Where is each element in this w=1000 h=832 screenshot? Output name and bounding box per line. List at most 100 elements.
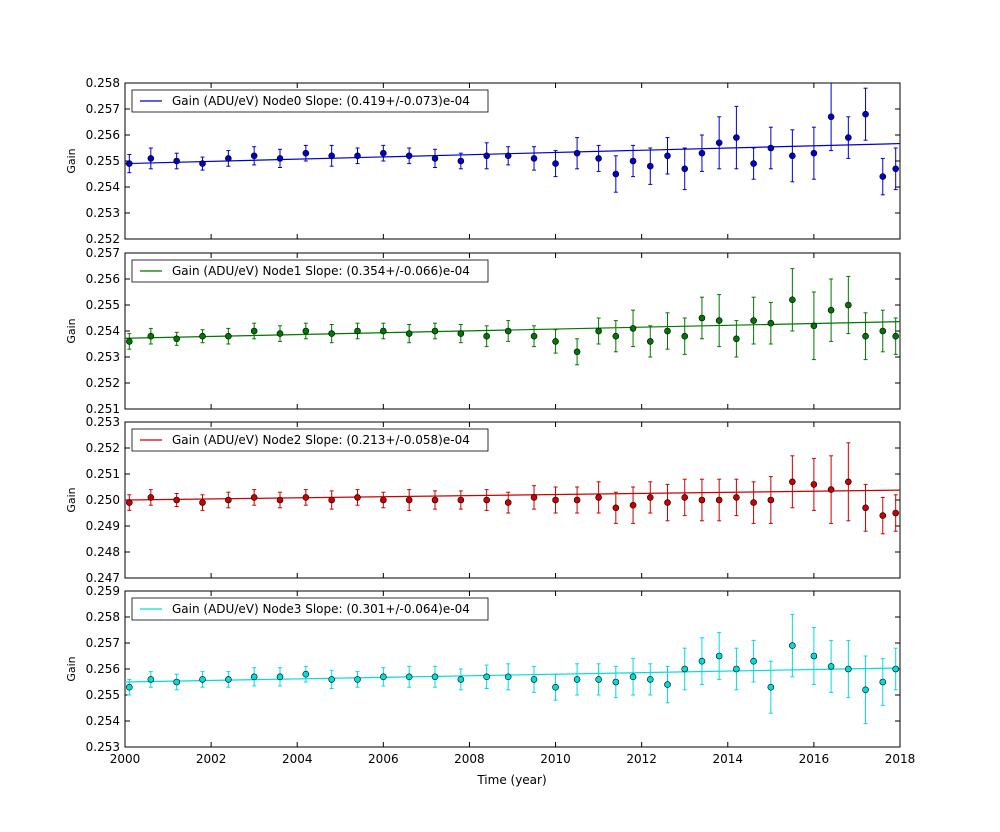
y-tick-label: 0.251 — [86, 467, 120, 481]
y-tick-label: 0.257 — [86, 636, 120, 650]
x-tick-label: 2002 — [196, 752, 227, 766]
panel-node1: 0.251 0.252 0.253 0.254 0.255 0.256 0.257 Gain G… — [65, 246, 901, 416]
y-tick-label: 0.257 — [86, 102, 120, 116]
y-tick-label: 0.253 — [86, 740, 120, 754]
data-point — [789, 296, 796, 304]
legend-box — [131, 89, 489, 113]
data-point — [199, 676, 206, 683]
data-layer — [125, 442, 900, 535]
y-tick-label: 0.257 — [86, 246, 120, 260]
data-layer — [125, 613, 900, 725]
data-point — [715, 652, 723, 660]
y-tick-label: 0.259 — [86, 584, 120, 598]
data-point — [126, 683, 133, 691]
legend-label: Gain (ADU/eV) Node3 Slope: (0.301+/-0.06… — [172, 602, 470, 616]
y-tick-label: 0.254 — [86, 324, 120, 338]
data-point — [862, 504, 869, 512]
data-point — [354, 494, 361, 501]
data-point — [681, 665, 689, 673]
data-point — [715, 139, 723, 147]
data-point — [483, 332, 490, 340]
data-point — [646, 494, 654, 501]
data-point — [827, 113, 835, 121]
data-point — [504, 327, 512, 335]
data-point — [612, 170, 620, 178]
data-point — [405, 496, 413, 504]
y-tick-label: 0.258 — [86, 610, 120, 624]
data-point — [504, 499, 512, 506]
data-point — [892, 332, 899, 340]
legend-box — [131, 428, 489, 452]
data-point — [862, 332, 869, 340]
data-layer — [125, 268, 900, 366]
data-point — [552, 338, 559, 345]
x-tick-label: 2004 — [282, 752, 313, 766]
data-point — [302, 327, 310, 335]
data-point — [789, 642, 796, 649]
data-point — [810, 481, 818, 488]
data-point — [302, 670, 310, 678]
y-tick-label: 0.255 — [86, 154, 120, 168]
data-point — [173, 496, 180, 504]
data-point — [199, 332, 206, 340]
data-point — [225, 496, 232, 504]
panels: 0.252 0.253 0.254 0.255 0.256 0.257 0.258 Gain G… — [65, 76, 915, 766]
data-point — [733, 134, 740, 141]
data-point — [354, 327, 361, 335]
data-point — [767, 319, 775, 327]
data-point — [789, 478, 796, 486]
data-point — [789, 152, 796, 160]
data-point — [612, 332, 620, 340]
data-point — [225, 332, 232, 340]
y-tick-label: 0.248 — [86, 545, 120, 559]
panel-node2: 0.247 0.248 0.249 0.250 0.251 0.252 0.253 Gain G… — [65, 415, 901, 585]
data-point — [646, 676, 654, 683]
data-point — [276, 673, 284, 681]
data-point — [173, 157, 180, 165]
data-point — [552, 160, 559, 167]
data-point — [845, 478, 852, 486]
data-point — [380, 496, 387, 504]
data-point — [405, 330, 413, 337]
data-point — [354, 676, 361, 683]
y-tick-label: 0.253 — [86, 350, 120, 364]
data-point — [715, 496, 723, 504]
data-point — [664, 327, 671, 335]
y-tick-label: 0.255 — [86, 688, 120, 702]
data-point — [862, 110, 869, 118]
data-point — [810, 652, 818, 660]
data-point — [276, 330, 284, 337]
data-layer — [125, 83, 900, 196]
data-point — [147, 494, 155, 501]
data-point — [380, 327, 387, 335]
y-tick-label: 0.252 — [86, 376, 120, 390]
data-point — [698, 657, 706, 665]
y-tick-label: 0.256 — [86, 128, 120, 142]
x-tick-label: 2018 — [885, 752, 916, 766]
data-point — [431, 496, 439, 504]
data-point — [250, 152, 258, 160]
data-point — [573, 496, 581, 504]
legend-box — [131, 597, 489, 621]
data-point — [573, 348, 581, 356]
data-point — [405, 152, 413, 160]
panel-node0: 0.252 0.253 0.254 0.255 0.256 0.257 0.258 Gain G… — [65, 76, 901, 246]
data-point — [380, 149, 387, 157]
data-point — [733, 335, 740, 343]
legend-label: Gain (ADU/eV) Node2 Slope: (0.213+/-0.05… — [172, 433, 470, 447]
y-tick-label: 0.251 — [86, 402, 120, 416]
data-point — [431, 327, 439, 335]
data-point — [810, 322, 818, 330]
data-point — [595, 494, 602, 501]
y-tick-label: 0.254 — [86, 180, 120, 194]
data-point — [698, 149, 706, 157]
data-point — [250, 494, 258, 501]
y-tick-label: 0.255 — [86, 298, 120, 312]
data-point — [767, 683, 775, 691]
data-point — [595, 327, 602, 335]
y-tick-label: 0.256 — [86, 662, 120, 676]
data-point — [457, 330, 465, 337]
data-point — [328, 330, 335, 337]
y-axis-label: Gain — [65, 487, 78, 512]
